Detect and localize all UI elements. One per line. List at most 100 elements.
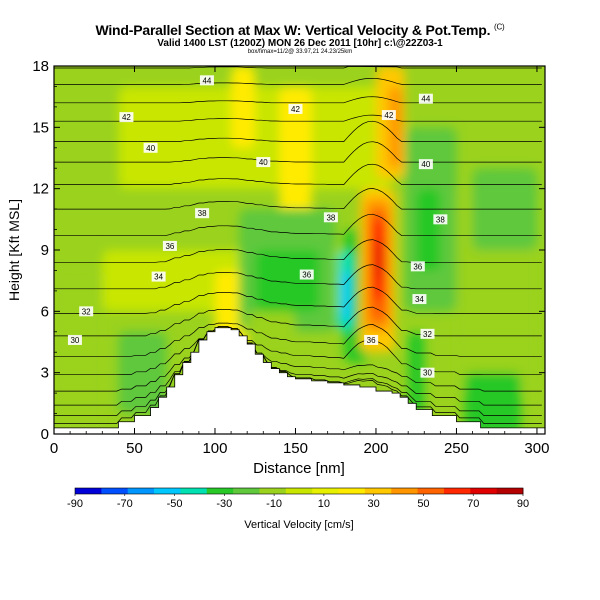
contour-label-bg: [381, 110, 396, 121]
contour-label: 44: [199, 75, 214, 86]
contour-label-text: 36: [165, 242, 174, 251]
x-axis: 0 50 100 150 200 250 300: [50, 66, 549, 457]
contour-label: 36: [364, 334, 379, 345]
theta-contour: [54, 188, 542, 210]
colorbar-tick-label: -70: [117, 498, 133, 510]
colorbar-swatch: [101, 488, 129, 494]
x-axis-label: Distance [nm]: [253, 460, 345, 477]
contour-label: 42: [381, 110, 396, 121]
theta-contour: [54, 326, 542, 376]
colorbar-swatch: [206, 488, 234, 494]
theta-contour: [54, 96, 542, 104]
y-tick-label: 3: [41, 365, 49, 382]
contour-label-bg: [418, 159, 433, 170]
x-tick-label: 100: [202, 440, 227, 457]
y-tick-label: 15: [32, 119, 49, 136]
contour-label: 32: [79, 306, 94, 317]
theta-contour: [54, 213, 542, 237]
theta-contour: [54, 264, 542, 290]
theta-contour: [54, 286, 542, 314]
velocity-region: [231, 66, 256, 148]
contour-label: 42: [119, 112, 134, 123]
contour-label-text: 36: [367, 336, 376, 345]
velocity-region: [416, 188, 441, 271]
contour-label: 40: [256, 157, 271, 168]
theta-contour: [54, 114, 542, 122]
contour-label-text: 32: [423, 330, 432, 339]
colorbar-tick-label: -50: [167, 498, 183, 510]
theta-contour: [54, 141, 542, 163]
colorbar-tick-label: 30: [368, 498, 380, 510]
colorbar-tick-label: 90: [517, 498, 529, 510]
velocity-region: [375, 239, 383, 281]
contour-label-text: 42: [122, 113, 131, 122]
colorbar-swatch: [417, 488, 445, 494]
chart-title: Wind-Parallel Section at Max W: Vertical…: [95, 22, 505, 38]
contour-label: 34: [151, 271, 166, 282]
contour-label-bg: [323, 212, 338, 223]
theta-contour: [54, 306, 542, 337]
contour-label-bg: [79, 306, 94, 317]
colorbar-swatch: [154, 488, 181, 494]
contour-label: 30: [67, 334, 82, 345]
colorbar-swatch: [338, 488, 366, 494]
contour-label-text: 38: [326, 213, 335, 222]
contour-label: 38: [195, 208, 210, 219]
contour-label-bg: [162, 240, 177, 251]
contour-label-bg: [256, 157, 271, 168]
theta-contour: [54, 239, 542, 263]
y-axis-label: Height [Kft MSL]: [6, 199, 22, 301]
theta-contour: [54, 322, 542, 357]
velocity-region: [388, 86, 402, 169]
colorbar-tick-label: 70: [467, 498, 479, 510]
contour-label-bg: [299, 269, 314, 280]
chart-subtitle-valid-time: Valid 1400 LST (1200Z) MON 26 Dec 2011 […: [157, 38, 443, 49]
contour-label: 40: [143, 142, 158, 153]
x-tick-label: 300: [524, 440, 549, 457]
contour-label-bg: [119, 112, 134, 123]
contour-label: 36: [410, 261, 425, 272]
colorbar-swatch: [233, 488, 260, 494]
contour-label-text: 32: [82, 307, 91, 316]
velocity-region: [342, 270, 351, 322]
colorbar: -90 -70 -50 -30 -10 10 30 50 70 90: [67, 487, 529, 510]
y-tick-label: 6: [41, 303, 49, 320]
contour-label-bg: [67, 334, 82, 345]
terrain: [53, 327, 546, 435]
colorbar-frame: [74, 487, 524, 495]
contour-labels: 30 32 34 36 38 40 42 44 40 42 38 36 36 42 44 40 38 36 34 32…: [67, 75, 448, 378]
colorbar-swatch: [259, 488, 287, 494]
contour-label-text: 34: [154, 273, 163, 282]
contour-label: 30: [420, 367, 435, 378]
velocity-region: [255, 250, 320, 312]
contour-label: 44: [418, 93, 433, 104]
contour-label: 34: [412, 294, 427, 305]
x-tick-label: 50: [126, 440, 143, 457]
colorbar-tick-label: 50: [417, 498, 429, 510]
contour-label-text: 40: [421, 160, 430, 169]
contour-label-text: 38: [436, 215, 445, 224]
y-tick-label: 9: [41, 242, 49, 259]
contour-label-text: 40: [259, 158, 268, 167]
theta-contour: [54, 326, 542, 406]
contour-label-text: 44: [202, 76, 211, 85]
theta-contour: [54, 163, 542, 185]
contour-label: 38: [323, 212, 338, 223]
contour-label-bg: [199, 75, 214, 86]
colorbar-swatch: [127, 488, 155, 494]
contour-label-bg: [143, 142, 158, 153]
chart-subtitle-location: box/fimax=11/2@ 33.97,21 24.23/25km: [247, 49, 353, 55]
theta-contour: [54, 66, 542, 69]
contour-label-text: 40: [146, 144, 155, 153]
contour-label-bg: [433, 214, 448, 225]
contour-label-bg: [288, 103, 303, 114]
colorbar-swatch: [496, 488, 524, 494]
contour-label-bg: [151, 271, 166, 282]
contour-label-text: 38: [198, 209, 207, 218]
contour-label-text: 36: [302, 271, 311, 280]
contour-label-bg: [412, 294, 427, 305]
x-tick-label: 150: [283, 440, 308, 457]
contour-label-text: 34: [415, 295, 424, 304]
velocity-region: [279, 86, 312, 230]
